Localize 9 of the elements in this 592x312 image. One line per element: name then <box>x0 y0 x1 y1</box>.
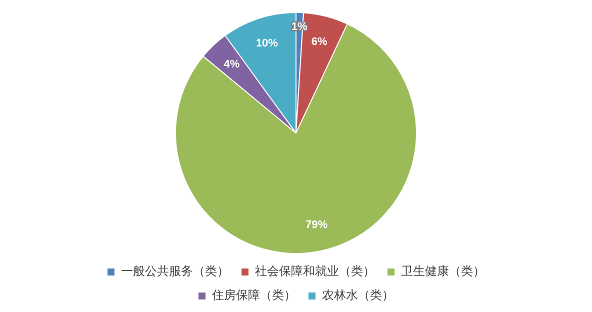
legend-label: 社会保障和就业（类） <box>255 264 375 278</box>
legend-label: 一般公共服务（类） <box>121 264 229 278</box>
data-label: 4% <box>224 58 240 71</box>
data-label: 10% <box>256 38 278 50</box>
legend-label: 农林水（类） <box>322 288 394 302</box>
legend-label: 卫生健康（类） <box>401 264 485 278</box>
data-label: 6% <box>311 36 328 48</box>
data-label: 79% <box>305 218 328 231</box>
legend-label: 住房保障（类） <box>211 288 296 302</box>
